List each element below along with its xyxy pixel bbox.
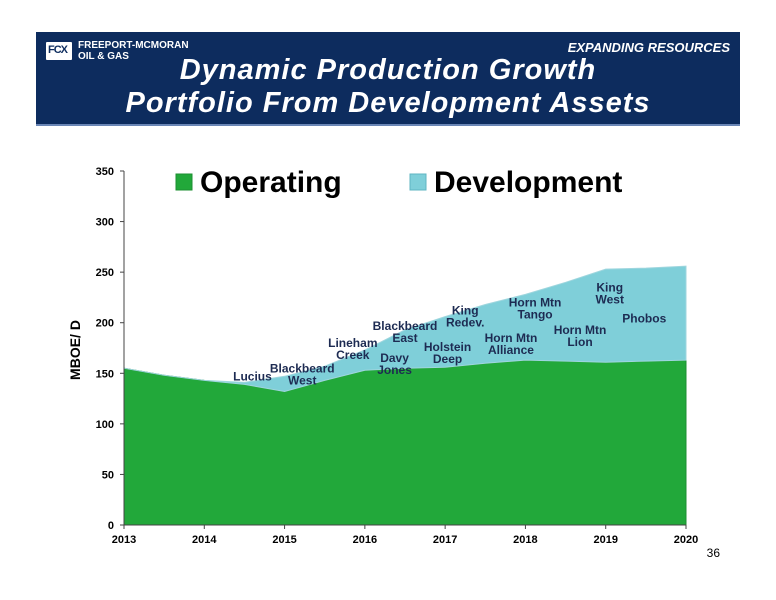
asset-label-line: Lucius <box>233 369 272 383</box>
asset-label: Horn Mtn Tango <box>509 296 562 322</box>
y-tick-label: 200 <box>96 318 114 330</box>
asset-label-line: Jones <box>377 363 412 377</box>
asset-label: Horn Mtn Alliance <box>485 331 538 357</box>
asset-label: Horn Mtn Lion <box>554 323 607 349</box>
legend-swatch-operating <box>175 173 193 191</box>
y-tick-label: 150 <box>96 368 114 380</box>
asset-label-line: Blackbeard <box>270 361 335 375</box>
area-operating <box>123 359 687 526</box>
title-banner: FCX FREEPORT-MCMORAN OIL & GAS EXPANDING… <box>36 32 740 126</box>
chart-legend: Operating Development <box>175 166 622 199</box>
asset-label-line: Lineham <box>328 336 377 350</box>
x-tick-label: 2016 <box>353 534 377 546</box>
asset-label-line: King <box>596 280 623 294</box>
asset-label-line: West <box>288 373 316 387</box>
asset-label-line: Redev. <box>446 316 484 330</box>
y-tick-label: 250 <box>96 267 114 279</box>
asset-label: Blackbeard West <box>270 361 335 387</box>
x-tick-label: 2015 <box>272 534 296 546</box>
asset-label-line: Horn Mtn <box>554 323 607 337</box>
x-tick-label: 2017 <box>433 534 457 546</box>
y-axis-title: MBOE/ D <box>67 320 83 380</box>
asset-label: Phobos <box>622 312 666 326</box>
logo-mark-text: FCX <box>48 44 68 56</box>
legend-label-operating: Operating <box>200 166 342 199</box>
area-development <box>123 265 687 393</box>
asset-label: Blackbeard East <box>373 319 438 345</box>
legend-label-development: Development <box>434 166 622 199</box>
logo-mark: FCX <box>46 42 72 60</box>
y-tick-label: 0 <box>108 520 114 532</box>
logo-wordmark: FREEPORT-MCMORAN OIL & GAS <box>78 40 189 62</box>
asset-label: King West <box>596 280 624 306</box>
asset-label-line: Horn Mtn <box>485 331 538 345</box>
asset-label-line: Tango <box>518 308 553 322</box>
y-tick-label: 300 <box>96 217 114 229</box>
asset-label: King Redev. <box>446 304 484 330</box>
asset-label-line: Horn Mtn <box>509 296 562 310</box>
x-tick-label: 2020 <box>674 534 698 546</box>
asset-label-line: Creek <box>336 348 370 362</box>
asset-label-line: East <box>392 331 417 345</box>
asset-label-line: Alliance <box>488 343 534 357</box>
asset-label-line: Phobos <box>622 312 666 326</box>
slide-title-line-1: Dynamic Production Growth <box>179 54 597 86</box>
y-tick-label: 50 <box>102 469 114 481</box>
slide-title-line-2: Portfolio From Development Assets <box>125 87 651 119</box>
asset-label: Davy Jones <box>377 351 412 377</box>
asset-label-line: Lion <box>567 335 592 349</box>
asset-label: Lucius <box>233 369 272 383</box>
asset-label: Holstein Deep <box>424 340 471 366</box>
page-number: 36 <box>706 546 720 560</box>
x-tick-label: 2018 <box>513 534 537 546</box>
legend-swatch-development <box>409 173 427 191</box>
asset-label-line: King <box>452 304 479 318</box>
x-tick-label: 2013 <box>112 534 136 546</box>
chart-axes: 0 50 100 150 200 250 300 350 2013 2014 2015 2016 201… <box>67 166 698 546</box>
y-tick-label: 350 <box>96 166 114 178</box>
section-tagline: EXPANDING RESOURCES <box>567 40 730 55</box>
asset-label-line: West <box>596 292 624 306</box>
y-tick-label: 100 <box>96 419 114 431</box>
asset-label-line: Holstein <box>424 340 471 354</box>
asset-label: Lineham Creek <box>328 336 377 362</box>
asset-label-line: Blackbeard <box>373 319 438 333</box>
company-logo: FCX FREEPORT-MCMORAN OIL & GAS <box>46 40 189 66</box>
x-tick-label: 2014 <box>192 534 217 546</box>
asset-label-line: Deep <box>433 352 462 366</box>
x-tick-label: 2019 <box>593 534 617 546</box>
asset-label-line: Davy <box>380 351 409 365</box>
